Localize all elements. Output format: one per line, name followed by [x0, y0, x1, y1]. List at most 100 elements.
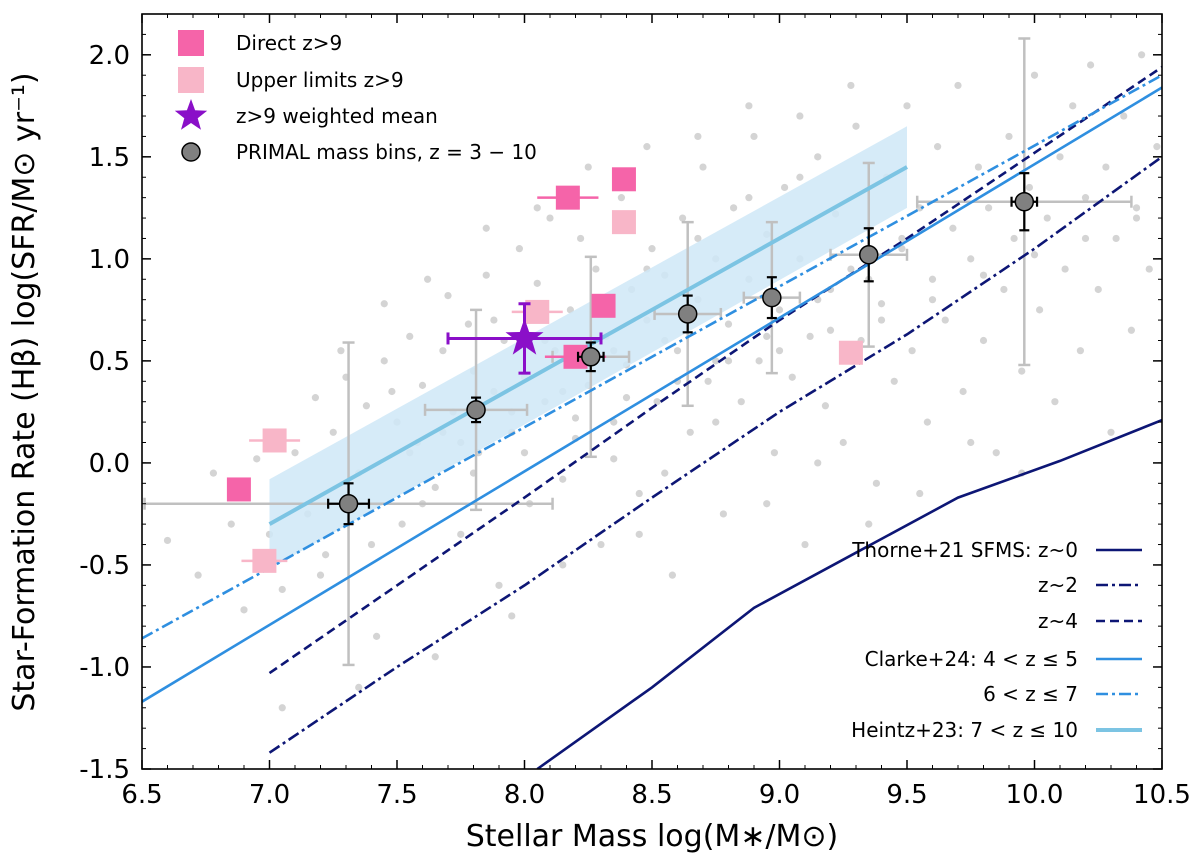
legend-upper-label: Upper limits z>9 [236, 68, 404, 92]
background-point [653, 398, 661, 406]
upper-limit-marker [262, 428, 287, 453]
background-point [209, 469, 217, 477]
background-point [724, 320, 733, 328]
legend-clarke-45-label: Clarke+24: 4 < z ≤ 5 [865, 647, 1078, 671]
background-point [253, 455, 261, 463]
legend-star-marker [174, 99, 208, 130]
x-axis-title: Stellar Mass log(M∗/M⊙) [466, 819, 839, 854]
background-point [770, 449, 779, 457]
background-point [617, 194, 626, 202]
background-point [1000, 285, 1008, 294]
background-point [908, 347, 916, 355]
primal-marker [762, 287, 782, 308]
background-point [1036, 306, 1044, 314]
background-point [1061, 265, 1069, 273]
primal-marker [466, 400, 486, 420]
background-point [227, 520, 235, 528]
background-point [903, 102, 911, 110]
clarke-45-line [142, 86, 1162, 703]
background-point [1018, 367, 1026, 375]
background-point [974, 163, 983, 171]
background-point [745, 194, 753, 202]
legend-direct-marker [178, 30, 204, 56]
background-point [388, 387, 396, 396]
background-point [872, 479, 881, 487]
legend-direct-label: Direct z>9 [236, 31, 342, 55]
background-point [373, 632, 381, 640]
background-point [406, 332, 414, 341]
background-point [1056, 153, 1064, 161]
background-point [355, 683, 363, 691]
background-point [668, 571, 677, 579]
background-point [847, 81, 855, 90]
background-point [584, 163, 592, 171]
background-point [464, 320, 472, 328]
background-point [610, 418, 618, 426]
background-point [291, 449, 299, 457]
background-point [1030, 71, 1039, 79]
background-point [1132, 204, 1141, 212]
background-point [763, 332, 771, 341]
legend-heintz-label: Heintz+23: 7 < z ≤ 10 [851, 718, 1078, 742]
background-point [1025, 183, 1033, 192]
legend-thorne-z0-label: Thorne+21 SFMS: z~0 [851, 538, 1078, 562]
y-tick-label: 2.0 [89, 41, 130, 71]
legend-lower-right: Thorne+21 SFMS: z~0 z~2 z~4 Clarke+24: 4… [851, 538, 1142, 742]
x-tick-label: 7.0 [249, 780, 290, 810]
background-point [934, 143, 942, 151]
background-point [898, 245, 906, 253]
background-point [821, 402, 830, 410]
thorne-z2-line [268, 155, 1162, 754]
background-point [1132, 214, 1141, 222]
background-point [1112, 234, 1120, 243]
background-point [1005, 132, 1013, 141]
background-point [1030, 251, 1039, 259]
background-point [745, 102, 753, 110]
background-point [712, 418, 720, 426]
background-point [679, 214, 687, 222]
background-point [610, 455, 618, 463]
background-point [750, 132, 758, 141]
background-point [1102, 163, 1110, 171]
y-tick-label: -0.5 [79, 551, 130, 581]
background-point [877, 316, 886, 324]
thorne-z4-line [268, 66, 1162, 675]
background-point [1107, 428, 1115, 436]
primal-marker [1014, 191, 1035, 212]
background-point [418, 381, 427, 389]
background-point [1127, 326, 1135, 334]
background-point [847, 265, 855, 273]
background-point [724, 357, 733, 365]
background-point [719, 510, 728, 518]
direct-marker [555, 185, 580, 210]
x-tick-label: 9.5 [886, 780, 927, 810]
background-point [949, 224, 957, 232]
background-point [322, 551, 330, 559]
direct-marker [226, 477, 251, 502]
background-point [278, 585, 286, 594]
background-point [814, 153, 822, 161]
background-point [730, 204, 738, 212]
background-point [801, 540, 809, 549]
background-point [482, 224, 490, 232]
upper-limit-marker [838, 340, 863, 365]
background-point [337, 347, 345, 355]
legend-primal-marker [181, 142, 201, 162]
background-point [533, 204, 541, 212]
background-point [515, 245, 524, 253]
background-point [737, 398, 745, 406]
background-point [194, 571, 202, 579]
weighted-mean-star [505, 318, 544, 355]
background-point [1076, 347, 1084, 355]
primal-marker [581, 347, 601, 367]
background-point [431, 483, 439, 492]
background-point [704, 377, 712, 385]
background-point [959, 387, 967, 396]
heintz-line [268, 165, 908, 526]
background-point [559, 475, 567, 483]
background-point [898, 234, 906, 243]
background-point [699, 163, 707, 171]
background-point [495, 581, 503, 589]
background-point [457, 530, 465, 538]
